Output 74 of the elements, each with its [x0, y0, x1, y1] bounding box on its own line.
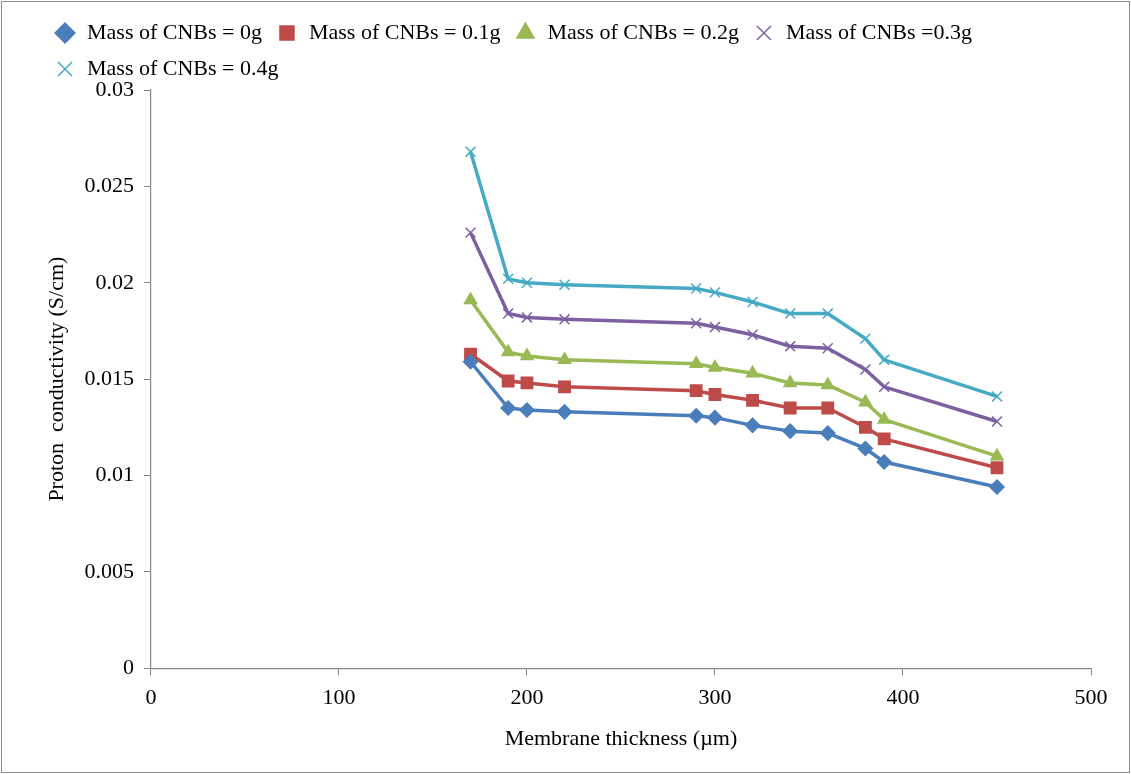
point: [858, 420, 872, 434]
point: [878, 354, 890, 366]
point: [502, 307, 514, 320]
y-tick-label: 0.015: [84, 364, 134, 390]
point: [784, 340, 796, 353]
point: [556, 404, 573, 420]
point: [464, 145, 477, 158]
y-tick-label: 0.01: [95, 461, 134, 487]
point: [520, 348, 534, 361]
point: [462, 354, 479, 370]
x-tick-label: 500: [1074, 684, 1108, 710]
point: [688, 407, 704, 424]
point: [857, 440, 874, 457]
x-tick-label: 200: [510, 684, 544, 710]
point: [822, 307, 834, 320]
point: [877, 432, 891, 446]
point: [784, 307, 796, 320]
y-axis-title: Proton conductivity (S/cm): [42, 256, 68, 502]
point: [558, 278, 571, 291]
y-tick-label: 0.025: [84, 172, 134, 198]
legend-label: Mass of CNBs = 0.2g: [547, 18, 739, 44]
point: [989, 479, 1005, 495]
point: [876, 454, 892, 470]
point: [991, 415, 1003, 428]
point: [501, 374, 515, 388]
point: [991, 390, 1003, 403]
point: [858, 394, 873, 407]
point: [877, 411, 891, 424]
legend-label: Mass of CNBs = 0g: [87, 18, 262, 44]
y-tick-label: 0.005: [84, 557, 134, 583]
point: [745, 365, 760, 378]
point: [821, 401, 835, 415]
legend-label: Mass of CNBs =0.3g: [785, 18, 972, 44]
point: [464, 226, 477, 239]
point: [990, 461, 1004, 475]
point: [707, 409, 723, 426]
point: [744, 417, 761, 434]
x-axis-title: Membrane thickness (µm): [504, 724, 738, 750]
point: [783, 375, 797, 388]
point: [689, 384, 703, 398]
point: [820, 425, 836, 441]
point: [820, 377, 835, 390]
x-tick-label: 400: [886, 684, 920, 710]
point: [519, 402, 535, 418]
point: [878, 381, 890, 393]
x-tick-label: 0: [145, 684, 157, 710]
legend-label: Mass of CNBs = 0.1g: [308, 18, 501, 44]
y-tick-label: 0.02: [95, 268, 134, 294]
point: [500, 400, 516, 416]
point: [709, 321, 721, 333]
point: [990, 448, 1004, 461]
point: [558, 313, 571, 326]
point: [746, 329, 759, 341]
point: [557, 352, 572, 365]
point: [521, 277, 533, 289]
x-tick-label: 300: [698, 684, 732, 710]
point: [558, 380, 571, 394]
point: [746, 296, 759, 308]
point: [502, 273, 514, 285]
point: [521, 311, 533, 324]
point: [783, 401, 797, 415]
point: [501, 344, 515, 357]
x-tick-label: 100: [322, 684, 356, 710]
point: [708, 359, 722, 372]
point: [782, 423, 798, 439]
point: [689, 355, 703, 368]
point: [708, 388, 722, 401]
y-tick-label: 0: [122, 653, 134, 679]
point: [690, 282, 702, 295]
point: [822, 342, 834, 354]
point: [690, 317, 702, 329]
point: [746, 393, 759, 407]
point: [463, 292, 478, 305]
point: [709, 286, 721, 299]
